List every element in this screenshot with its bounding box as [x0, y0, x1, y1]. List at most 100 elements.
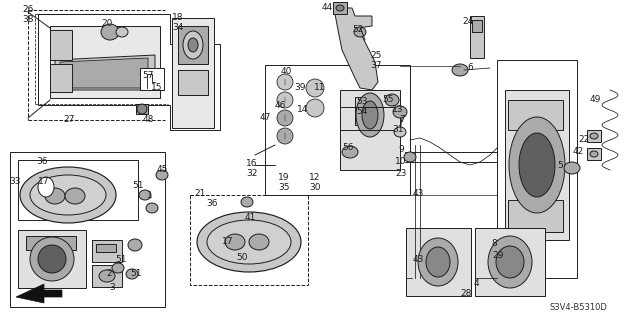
Polygon shape: [16, 284, 62, 303]
Text: 42: 42: [572, 147, 584, 157]
Ellipse shape: [225, 234, 245, 250]
Ellipse shape: [418, 238, 458, 286]
FancyBboxPatch shape: [472, 20, 482, 32]
Text: 30: 30: [309, 183, 321, 192]
Polygon shape: [55, 55, 155, 90]
Ellipse shape: [488, 236, 532, 288]
FancyBboxPatch shape: [333, 2, 347, 14]
Ellipse shape: [336, 5, 344, 11]
FancyBboxPatch shape: [26, 236, 76, 250]
Text: 21: 21: [195, 189, 205, 197]
Ellipse shape: [590, 133, 598, 139]
Ellipse shape: [188, 38, 198, 52]
Text: 14: 14: [298, 106, 308, 115]
Ellipse shape: [45, 188, 65, 204]
Text: 10: 10: [396, 158, 407, 167]
FancyBboxPatch shape: [505, 90, 569, 240]
FancyBboxPatch shape: [96, 244, 116, 252]
Text: 39: 39: [294, 84, 306, 93]
Ellipse shape: [277, 74, 293, 90]
FancyBboxPatch shape: [508, 200, 563, 232]
Ellipse shape: [519, 133, 555, 197]
Text: 47: 47: [259, 114, 271, 122]
Text: 25: 25: [371, 50, 381, 60]
Ellipse shape: [207, 220, 291, 264]
Ellipse shape: [394, 127, 406, 137]
Ellipse shape: [277, 92, 293, 108]
Text: 16: 16: [246, 159, 258, 167]
Text: 36: 36: [36, 158, 48, 167]
FancyBboxPatch shape: [508, 100, 563, 130]
Text: 32: 32: [246, 168, 258, 177]
Ellipse shape: [99, 270, 115, 282]
Text: 52: 52: [352, 26, 364, 34]
Ellipse shape: [38, 177, 54, 197]
FancyBboxPatch shape: [172, 18, 214, 128]
Text: 8: 8: [491, 239, 497, 248]
Text: 35: 35: [278, 183, 290, 192]
Text: 34: 34: [172, 24, 184, 33]
Text: 50: 50: [236, 254, 248, 263]
Ellipse shape: [452, 64, 468, 76]
Ellipse shape: [20, 167, 116, 223]
FancyBboxPatch shape: [140, 68, 164, 90]
Text: 54: 54: [356, 108, 368, 116]
Ellipse shape: [139, 190, 151, 200]
Text: 45: 45: [156, 166, 168, 174]
Ellipse shape: [65, 188, 85, 204]
Text: 26: 26: [22, 5, 34, 14]
Text: 3: 3: [109, 283, 115, 292]
Ellipse shape: [590, 151, 598, 157]
Text: 1: 1: [147, 191, 153, 201]
Text: 51: 51: [131, 270, 141, 278]
FancyBboxPatch shape: [355, 97, 371, 125]
FancyBboxPatch shape: [18, 230, 86, 288]
FancyBboxPatch shape: [406, 228, 471, 296]
Ellipse shape: [509, 117, 565, 213]
Text: 17: 17: [38, 177, 50, 187]
Text: FR.: FR.: [44, 293, 56, 301]
Ellipse shape: [38, 245, 66, 273]
Ellipse shape: [146, 203, 158, 213]
Text: 55: 55: [382, 95, 394, 105]
Text: 57: 57: [142, 71, 154, 80]
Text: 53: 53: [356, 98, 368, 107]
Text: 27: 27: [63, 115, 75, 123]
FancyBboxPatch shape: [178, 70, 208, 95]
Text: 6: 6: [467, 63, 473, 72]
Ellipse shape: [249, 234, 269, 250]
Ellipse shape: [496, 246, 524, 278]
Text: 19: 19: [278, 174, 290, 182]
Text: 46: 46: [275, 100, 285, 109]
Text: 12: 12: [309, 174, 321, 182]
Ellipse shape: [30, 175, 106, 215]
Text: 9: 9: [398, 145, 404, 154]
Text: 2: 2: [106, 270, 112, 278]
Text: 18: 18: [172, 13, 184, 23]
Text: S3V4-B5310D: S3V4-B5310D: [550, 302, 608, 311]
Ellipse shape: [101, 24, 119, 40]
Text: 37: 37: [371, 61, 381, 70]
Text: 49: 49: [589, 95, 601, 105]
Ellipse shape: [356, 93, 384, 137]
Text: 22: 22: [579, 136, 589, 145]
Ellipse shape: [112, 263, 124, 273]
Text: 43: 43: [412, 189, 424, 197]
Ellipse shape: [116, 27, 128, 37]
Ellipse shape: [128, 239, 142, 251]
Text: 24: 24: [462, 18, 474, 26]
Text: 51: 51: [115, 256, 127, 264]
FancyBboxPatch shape: [190, 195, 308, 285]
Ellipse shape: [30, 237, 74, 281]
Polygon shape: [136, 104, 148, 114]
Text: 7: 7: [399, 115, 405, 124]
Ellipse shape: [362, 101, 378, 129]
Text: 4: 4: [473, 278, 479, 287]
Ellipse shape: [156, 170, 168, 180]
Ellipse shape: [126, 269, 138, 279]
Polygon shape: [335, 8, 378, 90]
Ellipse shape: [385, 94, 399, 106]
Ellipse shape: [277, 128, 293, 144]
FancyBboxPatch shape: [470, 16, 484, 58]
Text: 33: 33: [9, 177, 20, 187]
